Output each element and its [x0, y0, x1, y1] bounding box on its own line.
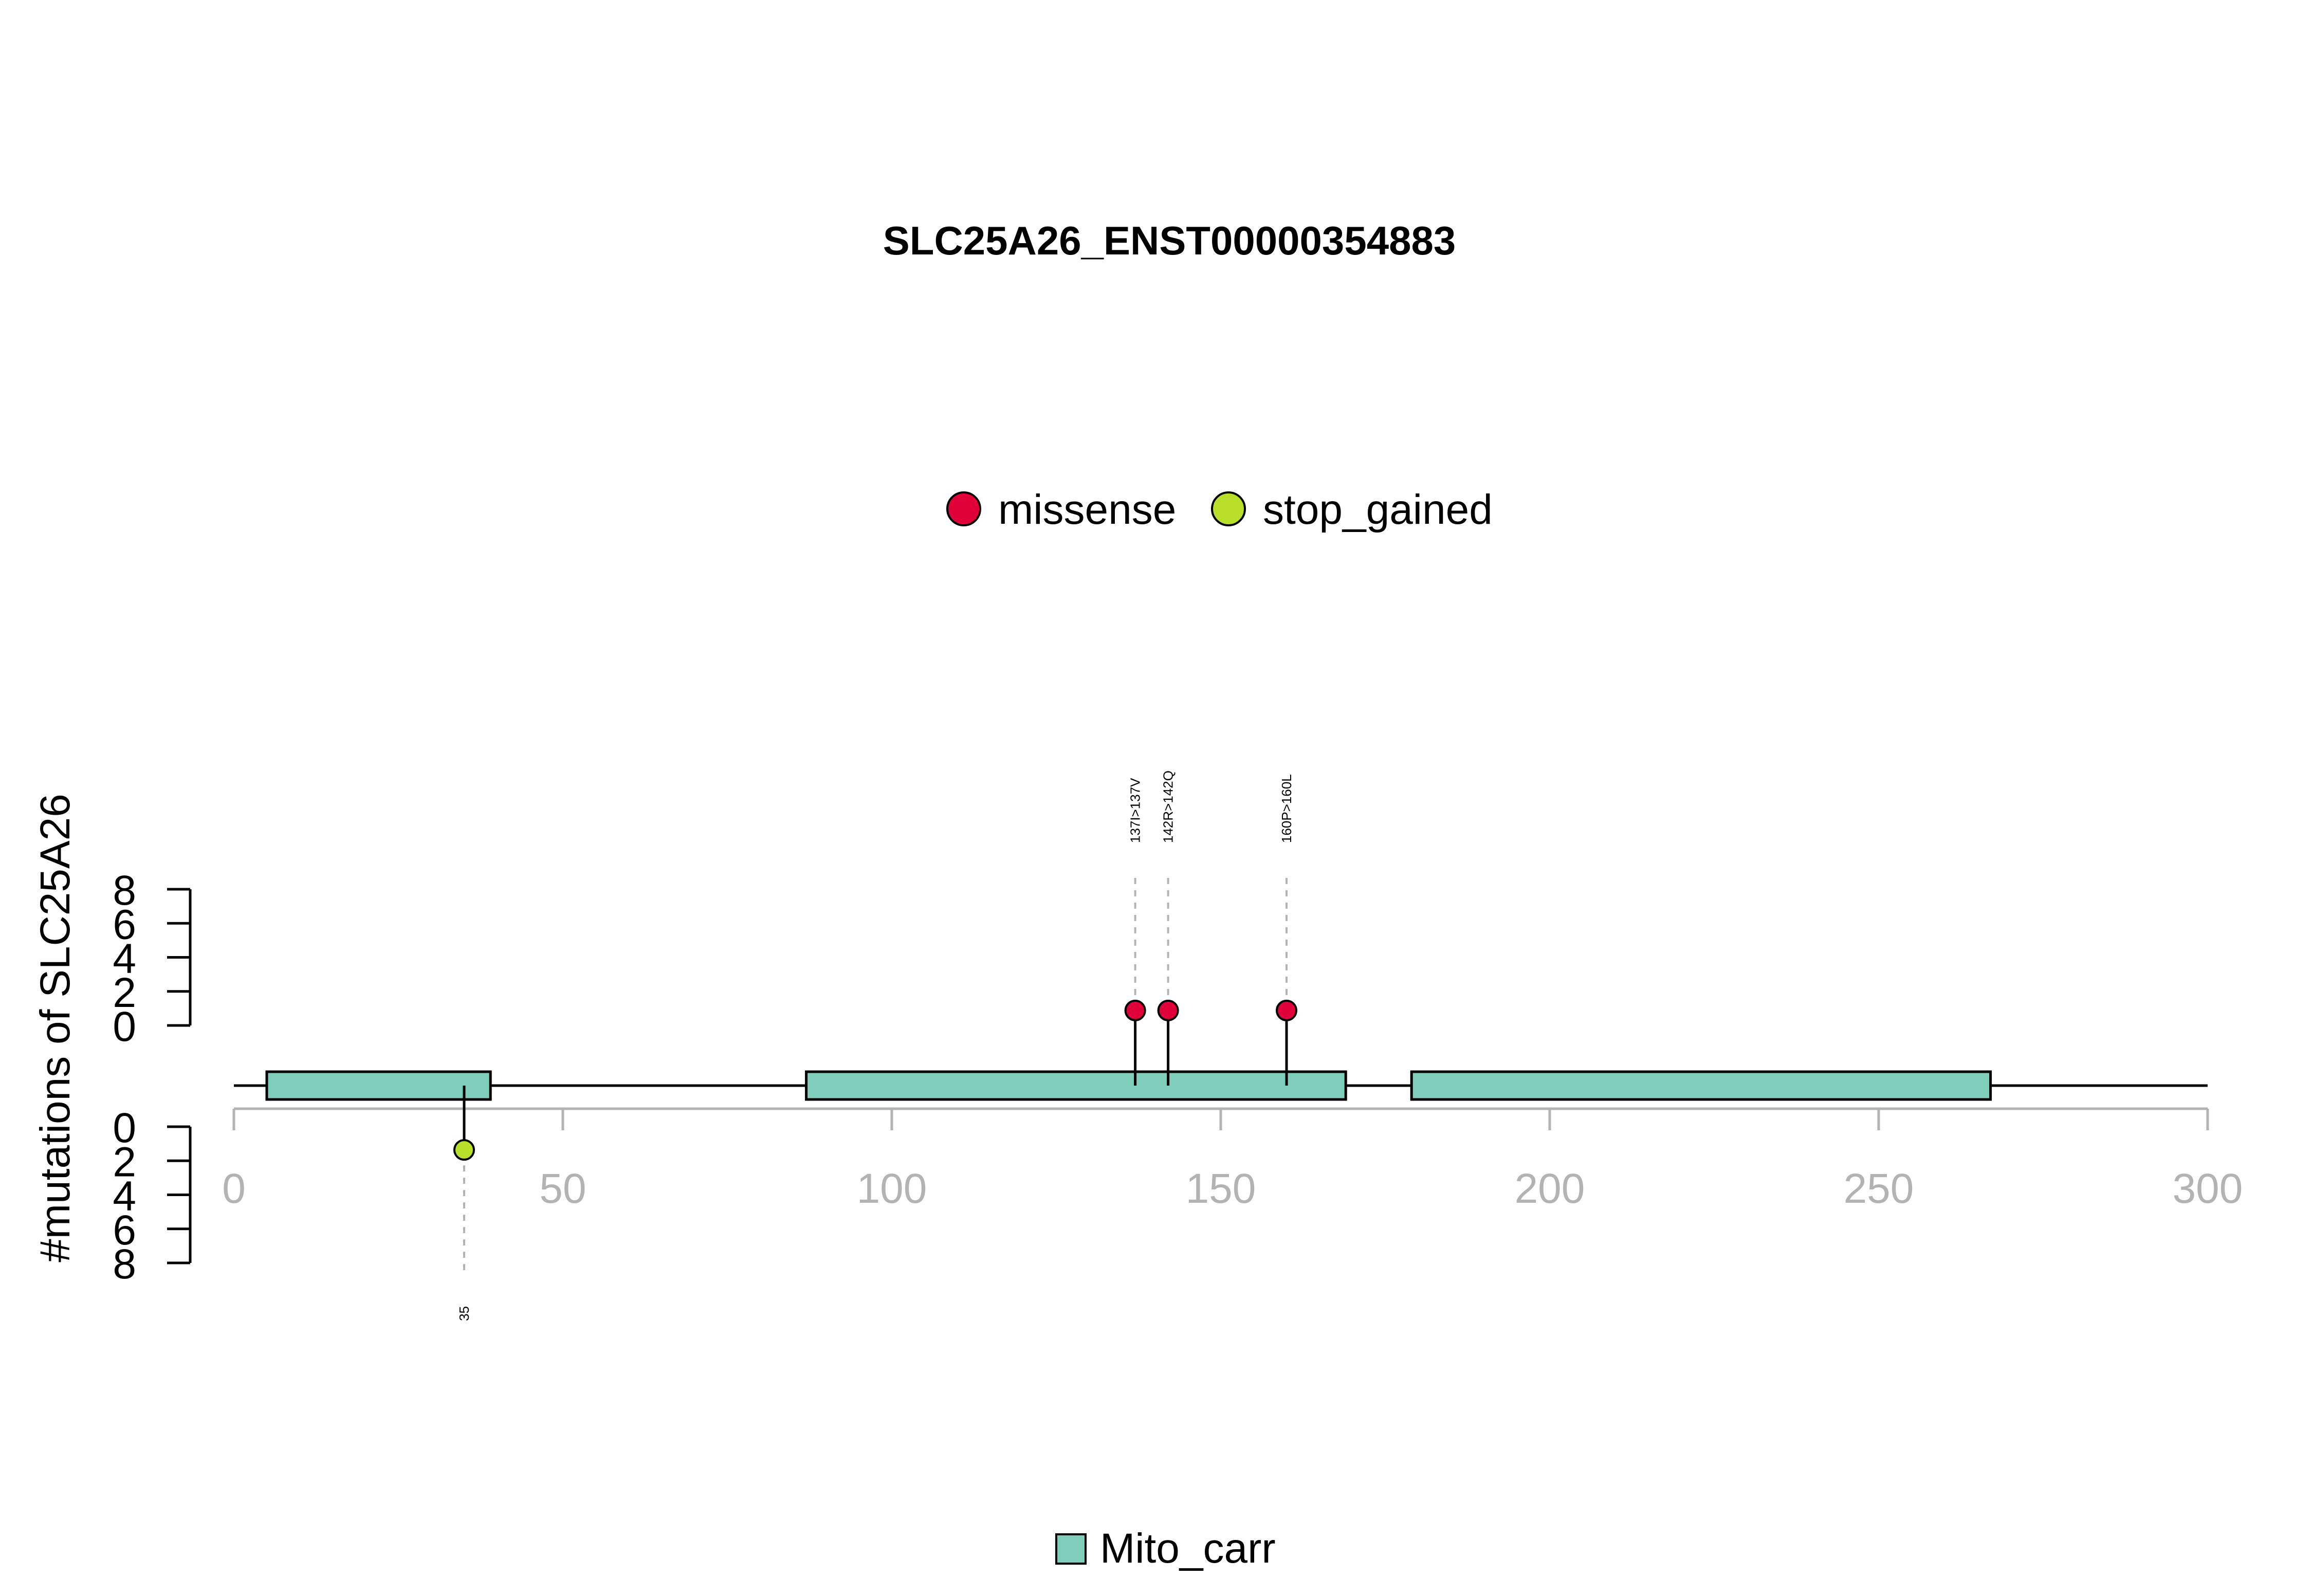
mutation-label-160: 160P>160L — [1279, 774, 1294, 843]
lollipop-head-142 — [1157, 999, 1179, 1021]
domain-legend-swatch-Mito_carr — [1055, 1533, 1087, 1565]
y-tick-label-lower-0: 0 — [113, 1105, 136, 1151]
lollipop-head-160 — [1276, 999, 1297, 1021]
legend-label-stop_gained: stop_gained — [1263, 486, 1493, 533]
y-tick-label-upper-4: 4 — [113, 935, 136, 982]
y-tick-label-upper-0: 0 — [113, 1003, 136, 1050]
mutation-label-142: 142R>142Q — [1161, 771, 1176, 843]
x-tick-label-100: 100 — [857, 1165, 927, 1212]
x-tick-label-300: 300 — [2173, 1165, 2243, 1212]
y-tick-label-lower-8: 8 — [113, 1241, 136, 1288]
y-tick-label-upper-2: 2 — [113, 969, 136, 1016]
x-tick-label-0: 0 — [222, 1165, 246, 1212]
mutation-label-137: 137I>137V — [1128, 778, 1143, 843]
x-tick-label-200: 200 — [1515, 1165, 1585, 1212]
domain-legend-label-Mito_carr: Mito_carr — [1100, 1525, 1276, 1572]
domain-box-2 — [805, 1070, 1347, 1101]
y-axis-label: #mutations of SLC25A26 — [32, 794, 79, 1262]
x-tick-label-250: 250 — [1844, 1165, 1914, 1212]
y-tick-label-lower-6: 6 — [113, 1207, 136, 1254]
y-tick-label-upper-6: 6 — [113, 901, 136, 948]
y-tick-label-lower-2: 2 — [113, 1139, 136, 1185]
domain-box-3 — [1410, 1070, 1992, 1101]
legend-label-missense: missense — [998, 486, 1176, 533]
domain-box-1 — [265, 1070, 492, 1101]
legend-marker-stop_gained — [1211, 491, 1246, 526]
legend-marker-missense — [946, 491, 981, 526]
lollipop-head-35 — [453, 1139, 475, 1161]
x-tick-label-50: 50 — [539, 1165, 586, 1212]
lollipop-head-137 — [1124, 999, 1146, 1021]
y-tick-label-upper-8: 8 — [113, 867, 136, 914]
x-tick-label-150: 150 — [1186, 1165, 1256, 1212]
mutation-label-35: 35 — [456, 1306, 472, 1321]
chart-title: SLC25A26_ENST00000354883 — [883, 218, 1456, 263]
y-tick-label-lower-4: 4 — [113, 1173, 136, 1220]
